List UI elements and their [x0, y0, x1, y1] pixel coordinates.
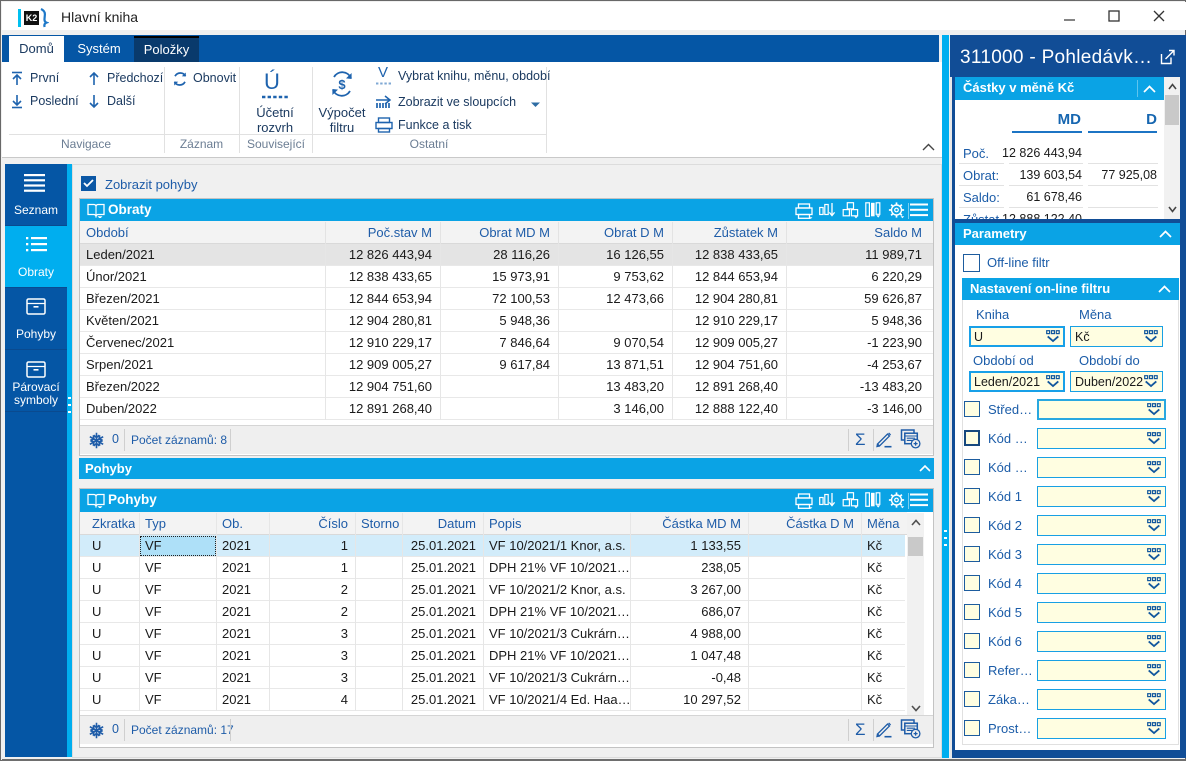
svg-text:$: $	[338, 77, 346, 92]
